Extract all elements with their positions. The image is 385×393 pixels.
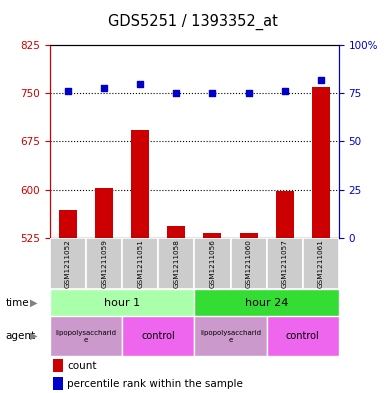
Bar — [266, 316, 339, 356]
Bar — [276, 191, 294, 393]
Point — [318, 77, 324, 83]
Text: percentile rank within the sample: percentile rank within the sample — [67, 379, 243, 389]
Text: GSM1211058: GSM1211058 — [173, 239, 179, 288]
Bar — [131, 130, 149, 393]
Point — [173, 90, 179, 96]
Bar — [312, 87, 330, 393]
Text: time: time — [6, 298, 29, 308]
Text: hour 24: hour 24 — [245, 298, 288, 308]
Text: ▶: ▶ — [30, 298, 38, 308]
Bar — [266, 238, 303, 289]
Bar — [122, 316, 194, 356]
Text: lipopolysaccharid
e: lipopolysaccharid e — [56, 329, 117, 343]
Text: GDS5251 / 1393352_at: GDS5251 / 1393352_at — [107, 14, 278, 30]
Text: GSM1211060: GSM1211060 — [246, 239, 251, 288]
Text: GSM1211061: GSM1211061 — [318, 239, 324, 288]
Point — [281, 88, 288, 95]
Text: GSM1211052: GSM1211052 — [65, 239, 71, 288]
Text: ▶: ▶ — [30, 331, 38, 341]
Bar — [158, 238, 194, 289]
Bar — [231, 238, 266, 289]
Bar — [53, 377, 63, 390]
Text: GSM1211056: GSM1211056 — [209, 239, 216, 288]
Point — [209, 90, 216, 96]
Text: lipopolysaccharid
e: lipopolysaccharid e — [200, 329, 261, 343]
Text: count: count — [67, 361, 97, 371]
Bar — [53, 359, 63, 372]
Point — [101, 84, 107, 91]
Text: control: control — [286, 331, 320, 341]
Bar — [86, 238, 122, 289]
Bar — [167, 226, 186, 393]
Bar — [303, 238, 339, 289]
Bar — [59, 210, 77, 393]
Point — [246, 90, 252, 96]
Text: GSM1211059: GSM1211059 — [101, 239, 107, 288]
Bar — [50, 316, 122, 356]
Bar — [194, 289, 339, 316]
Bar — [203, 233, 221, 393]
Bar — [95, 188, 113, 393]
Text: GSM1211051: GSM1211051 — [137, 239, 143, 288]
Text: hour 1: hour 1 — [104, 298, 140, 308]
Bar — [50, 238, 86, 289]
Bar — [50, 289, 194, 316]
Text: agent: agent — [6, 331, 36, 341]
Point — [65, 88, 71, 95]
Point — [137, 81, 143, 87]
Bar — [194, 316, 266, 356]
Text: GSM1211057: GSM1211057 — [282, 239, 288, 288]
Bar — [122, 238, 158, 289]
Bar — [194, 238, 231, 289]
Bar — [239, 233, 258, 393]
Text: control: control — [141, 331, 175, 341]
